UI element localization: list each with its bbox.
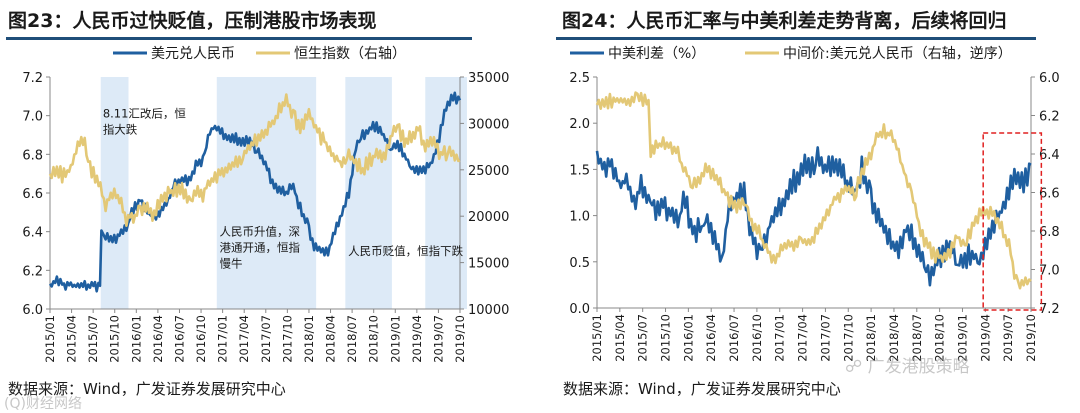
x-tick-label: 2016/07 xyxy=(172,315,186,363)
x-tick-label: 2018/01 xyxy=(302,315,316,363)
legend-label-1: 中美利差（%） xyxy=(608,46,705,62)
x-tick-label: 2018/10 xyxy=(367,315,381,363)
y-right-tick-label: 20000 xyxy=(468,210,509,225)
x-tick-label: 2015/07 xyxy=(636,314,650,362)
x-tick-label: 2016/07 xyxy=(727,314,741,362)
y-left-tick-label: 6.0 xyxy=(22,303,43,318)
x-tick-label: 2017/10 xyxy=(280,315,294,363)
x-tick-label: 2015/01 xyxy=(43,315,57,363)
y-left-tick-label: 6.4 xyxy=(22,226,43,241)
x-tick-label: 2019/01 xyxy=(955,314,969,362)
right-chart: 中美利差（%） 中间价:美元兑人民币（右轴，逆序） 0.0 0.5 1.0 1.5 2.0 2… xyxy=(569,46,1060,362)
x-tick-label: 2019/01 xyxy=(388,315,402,363)
x-tick-label: 2017/10 xyxy=(841,314,855,362)
y-right-tick-label: 6.0 xyxy=(1039,71,1060,86)
annotation-1: 慢牛 xyxy=(220,257,243,271)
x-tick-label: 2015/10 xyxy=(108,315,122,363)
x-tick-label: 2016/10 xyxy=(750,314,764,362)
y-right-tick-label: 25000 xyxy=(468,164,509,179)
x-tick-label: 2018/07 xyxy=(910,314,924,362)
x-tick-label: 2018/07 xyxy=(345,315,359,363)
watermark-corner: (Q)财经网络 xyxy=(4,396,82,412)
y-left-tick-label: 1.5 xyxy=(569,163,590,178)
y-right-tick-label: 6.2 xyxy=(1039,110,1060,125)
annotation-1: 人民币升值，深 xyxy=(220,225,301,239)
left-source: 数据来源：Wind，广发证券发展研究中心 xyxy=(8,380,286,398)
y-left-tick-label: 1.0 xyxy=(569,210,590,225)
y-left-tick-label: 0.0 xyxy=(569,302,590,317)
x-tick-label: 2019/07 xyxy=(431,315,445,363)
y-left-tick-label: 7.2 xyxy=(22,71,43,86)
x-tick-label: 2018/01 xyxy=(864,314,878,362)
shaded-period-2 xyxy=(345,77,392,309)
y-right-tick-label: 35000 xyxy=(468,71,509,86)
x-tick-label: 2016/04 xyxy=(151,315,165,363)
x-tick-label: 2016/01 xyxy=(129,315,143,363)
x-tick-label: 2015/10 xyxy=(659,314,673,362)
legend-label-2: 中间价:美元兑人民币（右轴，逆序） xyxy=(783,46,1012,62)
y-left-tick-label: 7.0 xyxy=(22,110,43,125)
series-line-2 xyxy=(48,93,461,227)
y-left-tick-label: 0.5 xyxy=(569,256,590,271)
y-right-tick-label: 15000 xyxy=(468,257,509,272)
x-tick-label: 2015/07 xyxy=(86,315,100,363)
y-left-tick-label: 2.0 xyxy=(569,117,590,132)
series-line-1 xyxy=(595,146,1032,287)
x-tick-label: 2018/04 xyxy=(324,315,338,363)
x-tick-label: 2015/04 xyxy=(65,315,79,363)
right-chart-title: 图24：人民币汇率与中美利差走势背离，后续将回归 xyxy=(562,10,1007,32)
x-tick-label: 2017/07 xyxy=(259,315,273,363)
highlight-box xyxy=(982,132,1043,311)
x-tick-label: 2019/10 xyxy=(1024,314,1038,362)
annotation-1: 港通开通，恒指 xyxy=(220,241,301,255)
x-tick-label: 2017/01 xyxy=(773,314,787,362)
x-tick-label: 2017/04 xyxy=(237,315,251,363)
y-right-tick-label: 10000 xyxy=(468,303,509,318)
annotation-0: 8.11汇改后，恒 xyxy=(103,107,187,121)
left-chart-title: 图23：人民币过快贬值，压制港股市场表现 xyxy=(8,10,377,32)
x-tick-label: 2016/04 xyxy=(704,314,718,362)
wechat-icon: ☍ xyxy=(845,357,863,377)
x-tick-label: 2015/01 xyxy=(590,314,604,362)
shaded-period-3 xyxy=(425,77,467,309)
x-tick-label: 2018/10 xyxy=(933,314,947,362)
x-tick-label: 2018/04 xyxy=(887,314,901,362)
x-tick-label: 2019/04 xyxy=(410,315,424,363)
left-title-rule xyxy=(6,37,472,40)
right-title-rule xyxy=(556,37,1036,40)
y-right-tick-label: 6.6 xyxy=(1039,187,1060,202)
y-left-tick-label: 2.5 xyxy=(569,71,590,86)
x-tick-label: 2019/04 xyxy=(978,314,992,362)
x-tick-label: 2017/07 xyxy=(818,314,832,362)
watermark-strategy: ☍ 广发港股策略 xyxy=(845,357,970,377)
x-tick-label: 2017/04 xyxy=(796,314,810,362)
shaded-period-1 xyxy=(216,77,317,309)
y-left-tick-label: 6.6 xyxy=(22,187,43,202)
y-right-tick-label: 6.8 xyxy=(1039,225,1060,240)
legend-label-2: 恒生指数（右轴） xyxy=(294,46,406,62)
y-right-tick-label: 30000 xyxy=(468,117,509,132)
y-left-tick-label: 6.2 xyxy=(22,264,43,279)
x-tick-label: 2019/10 xyxy=(453,315,467,363)
y-right-tick-label: 7.0 xyxy=(1039,264,1060,279)
x-tick-label: 2016/01 xyxy=(681,314,695,362)
x-tick-label: 2016/10 xyxy=(194,315,208,363)
annotation-2: 人民币贬值，恒指下跌 xyxy=(348,244,463,258)
x-tick-label: 2019/07 xyxy=(1001,314,1015,362)
series-line-1 xyxy=(48,91,462,293)
right-source: 数据来源：Wind，广发证券发展研究中心 xyxy=(563,380,841,398)
y-right-tick-label: 6.4 xyxy=(1039,148,1060,163)
x-tick-label: 2015/04 xyxy=(613,314,627,362)
y-left-tick-label: 6.8 xyxy=(22,148,43,163)
legend-label-1: 美元兑人民币 xyxy=(151,46,235,62)
y-right-tick-label: 7.2 xyxy=(1039,302,1060,317)
annotation-0: 指大跌 xyxy=(103,123,138,137)
x-tick-label: 2017/01 xyxy=(216,315,230,363)
series-line-2 xyxy=(595,91,1032,290)
left-chart: 美元兑人民币 恒生指数（右轴） 6.0 6.2 6.4 6.6 6.8 7.0 7.2 10000… xyxy=(22,46,509,363)
